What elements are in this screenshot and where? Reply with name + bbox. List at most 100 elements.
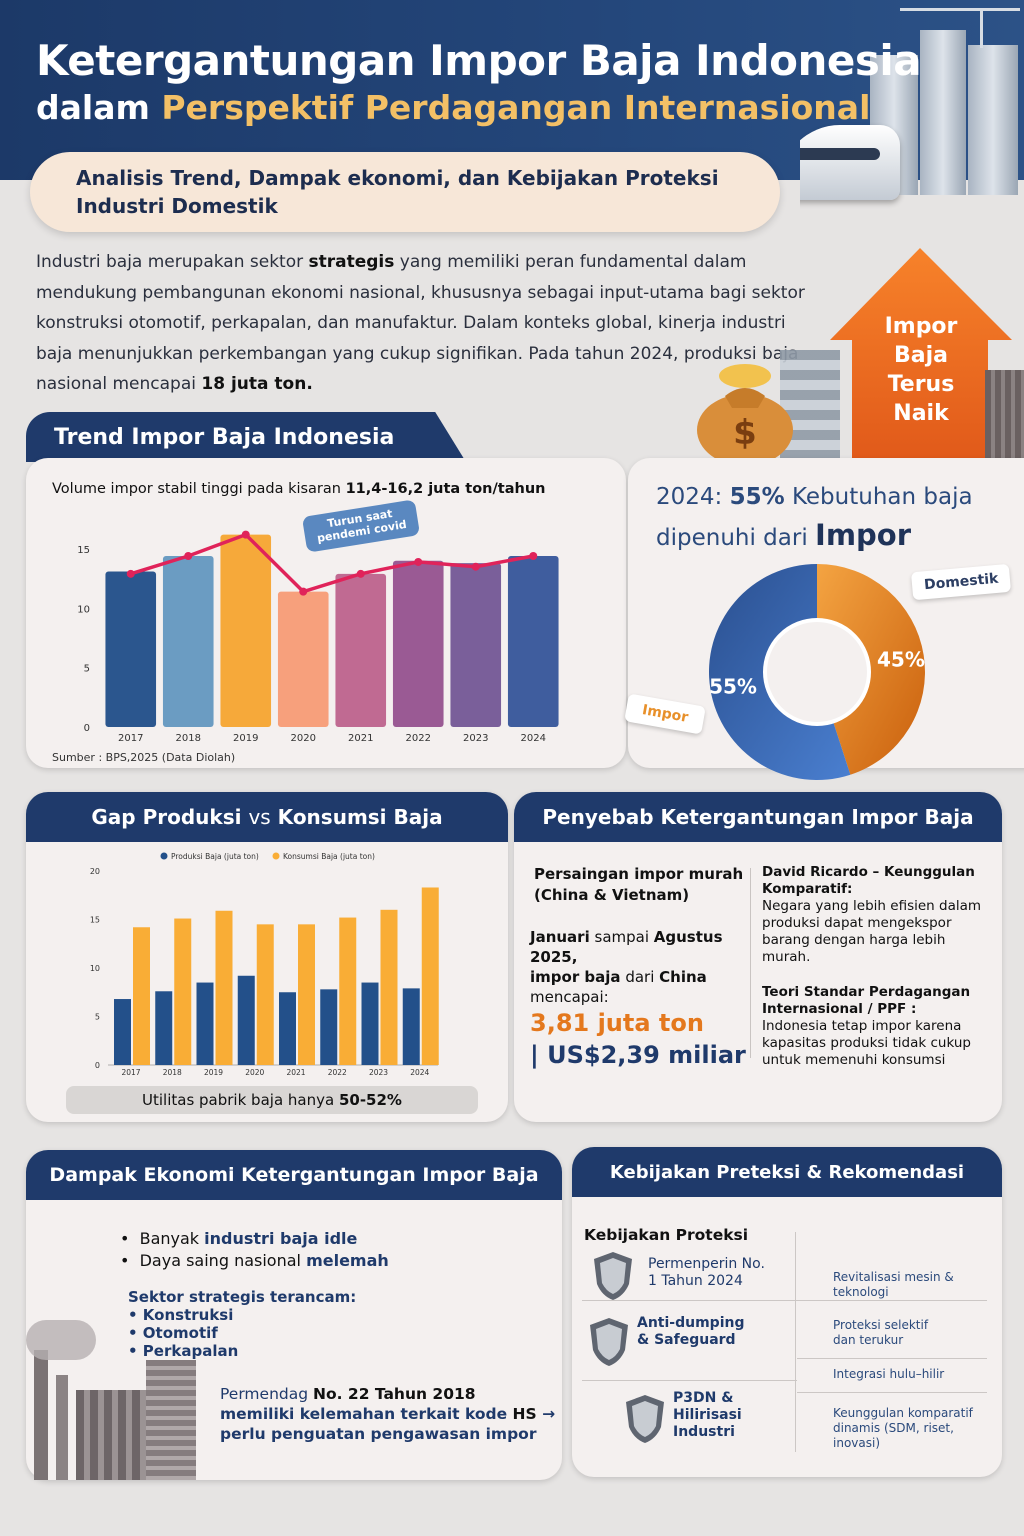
trend-caption: Volume impor stabil tinggi pada kisaran … [52, 481, 546, 497]
legend-swatch [160, 852, 168, 860]
trend-section-tab: Trend Impor Baja Indonesia [26, 412, 466, 462]
line-point [529, 552, 538, 560]
donut-slice [817, 564, 925, 775]
x-tick-label: 2023 [463, 733, 488, 744]
policy-divider-v [795, 1232, 796, 1452]
legend-swatch [272, 852, 280, 860]
bar [339, 917, 357, 1065]
policy-p3dn: P3DN & Hilirisasi Industri [673, 1390, 742, 1440]
bar [174, 918, 192, 1065]
line-point [241, 530, 250, 539]
line-point [356, 569, 365, 578]
line-point [126, 569, 135, 578]
page-title-line2: dalam Perspektif Perdagangan Internasion… [36, 88, 871, 127]
x-tick-label: 2024 [410, 1068, 429, 1077]
import-trend-chart: 0 5 10 15 2017 2018 2019 2020 2021 2022 2023 2024 [77, 530, 559, 744]
bar [237, 975, 255, 1065]
x-tick-label: 2019 [233, 733, 258, 744]
arrow-badge-text: Impor Baja Terus Naik [884, 314, 958, 426]
bar [133, 927, 150, 1065]
policy-divider-4 [797, 1392, 987, 1393]
policy-section-tab: Kebijakan Preteksi & Rekomendasi [572, 1147, 1002, 1197]
theory-ppf: Teori Standar Perdagangan Internasional … [762, 984, 971, 1068]
bar [402, 988, 420, 1065]
bar [392, 560, 444, 727]
line-point [184, 552, 193, 560]
bar [507, 556, 559, 727]
shield-icon [626, 1395, 664, 1443]
impact-bullets: • Banyak industri baja idle • Daya saing… [120, 1229, 389, 1270]
bar [298, 924, 315, 1065]
bar [361, 982, 379, 1065]
svg-text:$: $ [733, 413, 757, 453]
shield-icon [590, 1318, 628, 1366]
bar [277, 591, 329, 727]
x-tick-label: 2021 [286, 1068, 305, 1077]
bar [450, 563, 502, 727]
x-tick-label: 2021 [348, 733, 373, 744]
legend-label: Konsumsi Baja (juta ton) [283, 852, 375, 861]
line-point [471, 562, 480, 571]
y-tick-label: 15 [90, 916, 100, 925]
causes-section-tab: Penyebab Ketergantungan Impor Baja [514, 792, 1002, 842]
trend-source: Sumber : BPS,2025 (Data Diolah) [52, 751, 236, 764]
subtitle: Analisis Trend, Dampak ekonomi, dan Kebi… [76, 166, 719, 218]
y-tick-label: 0 [84, 723, 90, 734]
policy-antidumping: Anti-dumping & Safeguard [637, 1315, 745, 1348]
line-point [414, 557, 423, 566]
policy-title: Kebijakan Proteksi [584, 1226, 749, 1244]
bar [256, 924, 274, 1065]
x-tick-label: 2017 [118, 733, 143, 744]
cause-cheap-imports: Persaingan impor murah (China & Vietnam) [534, 865, 744, 904]
regulation-note: Permendag No. 22 Tahun 2018 memiliki kel… [220, 1385, 556, 1443]
cause-china-imports: Januari sampai Agustus 2025, impor baja … [530, 928, 723, 1006]
legend-label: Produksi Baja (juta ton) [171, 852, 259, 861]
y-tick-label: 20 [90, 867, 100, 876]
donut-slice [709, 564, 851, 780]
utilization-bar: Utilitas pabrik baja hanya 50-52% [66, 1086, 478, 1114]
rec-selective-protection: Proteksi selektif dan terukur [833, 1318, 929, 1347]
bar [105, 571, 157, 727]
donut-hole [763, 618, 871, 726]
slice-value-label: 45% [877, 648, 925, 672]
import-volume-value: 3,81 juta ton [530, 1009, 704, 1037]
city-illustration [800, 0, 1024, 240]
y-tick-label: 5 [84, 664, 90, 675]
x-tick-label: 2024 [521, 733, 546, 744]
bar [114, 999, 131, 1065]
production-consumption-chart: Produksi Baja (juta ton) Konsumsi Baja (j… [90, 852, 439, 1077]
x-tick-label: 2018 [176, 733, 201, 744]
impact-section-tab: Dampak Ekonomi Ketergantungan Impor Baja [26, 1150, 562, 1200]
causes-divider [750, 868, 751, 1058]
y-tick-label: 0 [95, 1061, 100, 1070]
page-title-line1: Ketergantungan Impor Baja Indonesia [36, 36, 922, 85]
x-tick-label: 2018 [163, 1068, 182, 1077]
policy-permenperin: Permenperin No. 1 Tahun 2024 [648, 1256, 765, 1289]
bar [196, 982, 214, 1065]
x-tick-label: 2022 [328, 1068, 347, 1077]
trend-line [130, 532, 534, 594]
bar [279, 992, 296, 1065]
policy-divider-3 [797, 1358, 987, 1359]
rec-revitalization: Revitalisasi mesin & teknologi [833, 1270, 954, 1299]
bar [421, 887, 439, 1065]
slice-value-label: 55% [709, 674, 757, 698]
train-icon [800, 125, 900, 200]
donut-headline: 2024: 55% Kebutuhan baja dipenuhi dari Im… [656, 484, 973, 552]
shield-icon [594, 1252, 632, 1300]
import-value-usd: | US$2,39 miliar [530, 1041, 746, 1069]
bar [220, 534, 272, 727]
y-tick-label: 15 [77, 545, 90, 556]
x-tick-label: 2020 [245, 1068, 264, 1077]
factory-small-illustration [985, 370, 1024, 460]
policy-divider-2 [582, 1380, 797, 1381]
rec-integration: Integrasi hulu–hilir [833, 1367, 945, 1381]
rec-dynamic-advantage: Keunggulan komparatif dinamis (SDM, riset… [833, 1406, 973, 1450]
arrow-up-icon [830, 248, 1012, 458]
y-tick-label: 10 [77, 604, 90, 615]
bar [380, 909, 398, 1065]
crane-icon [900, 8, 1020, 11]
factory-illustration [26, 1320, 206, 1480]
bar [215, 910, 233, 1065]
bar [162, 556, 214, 727]
